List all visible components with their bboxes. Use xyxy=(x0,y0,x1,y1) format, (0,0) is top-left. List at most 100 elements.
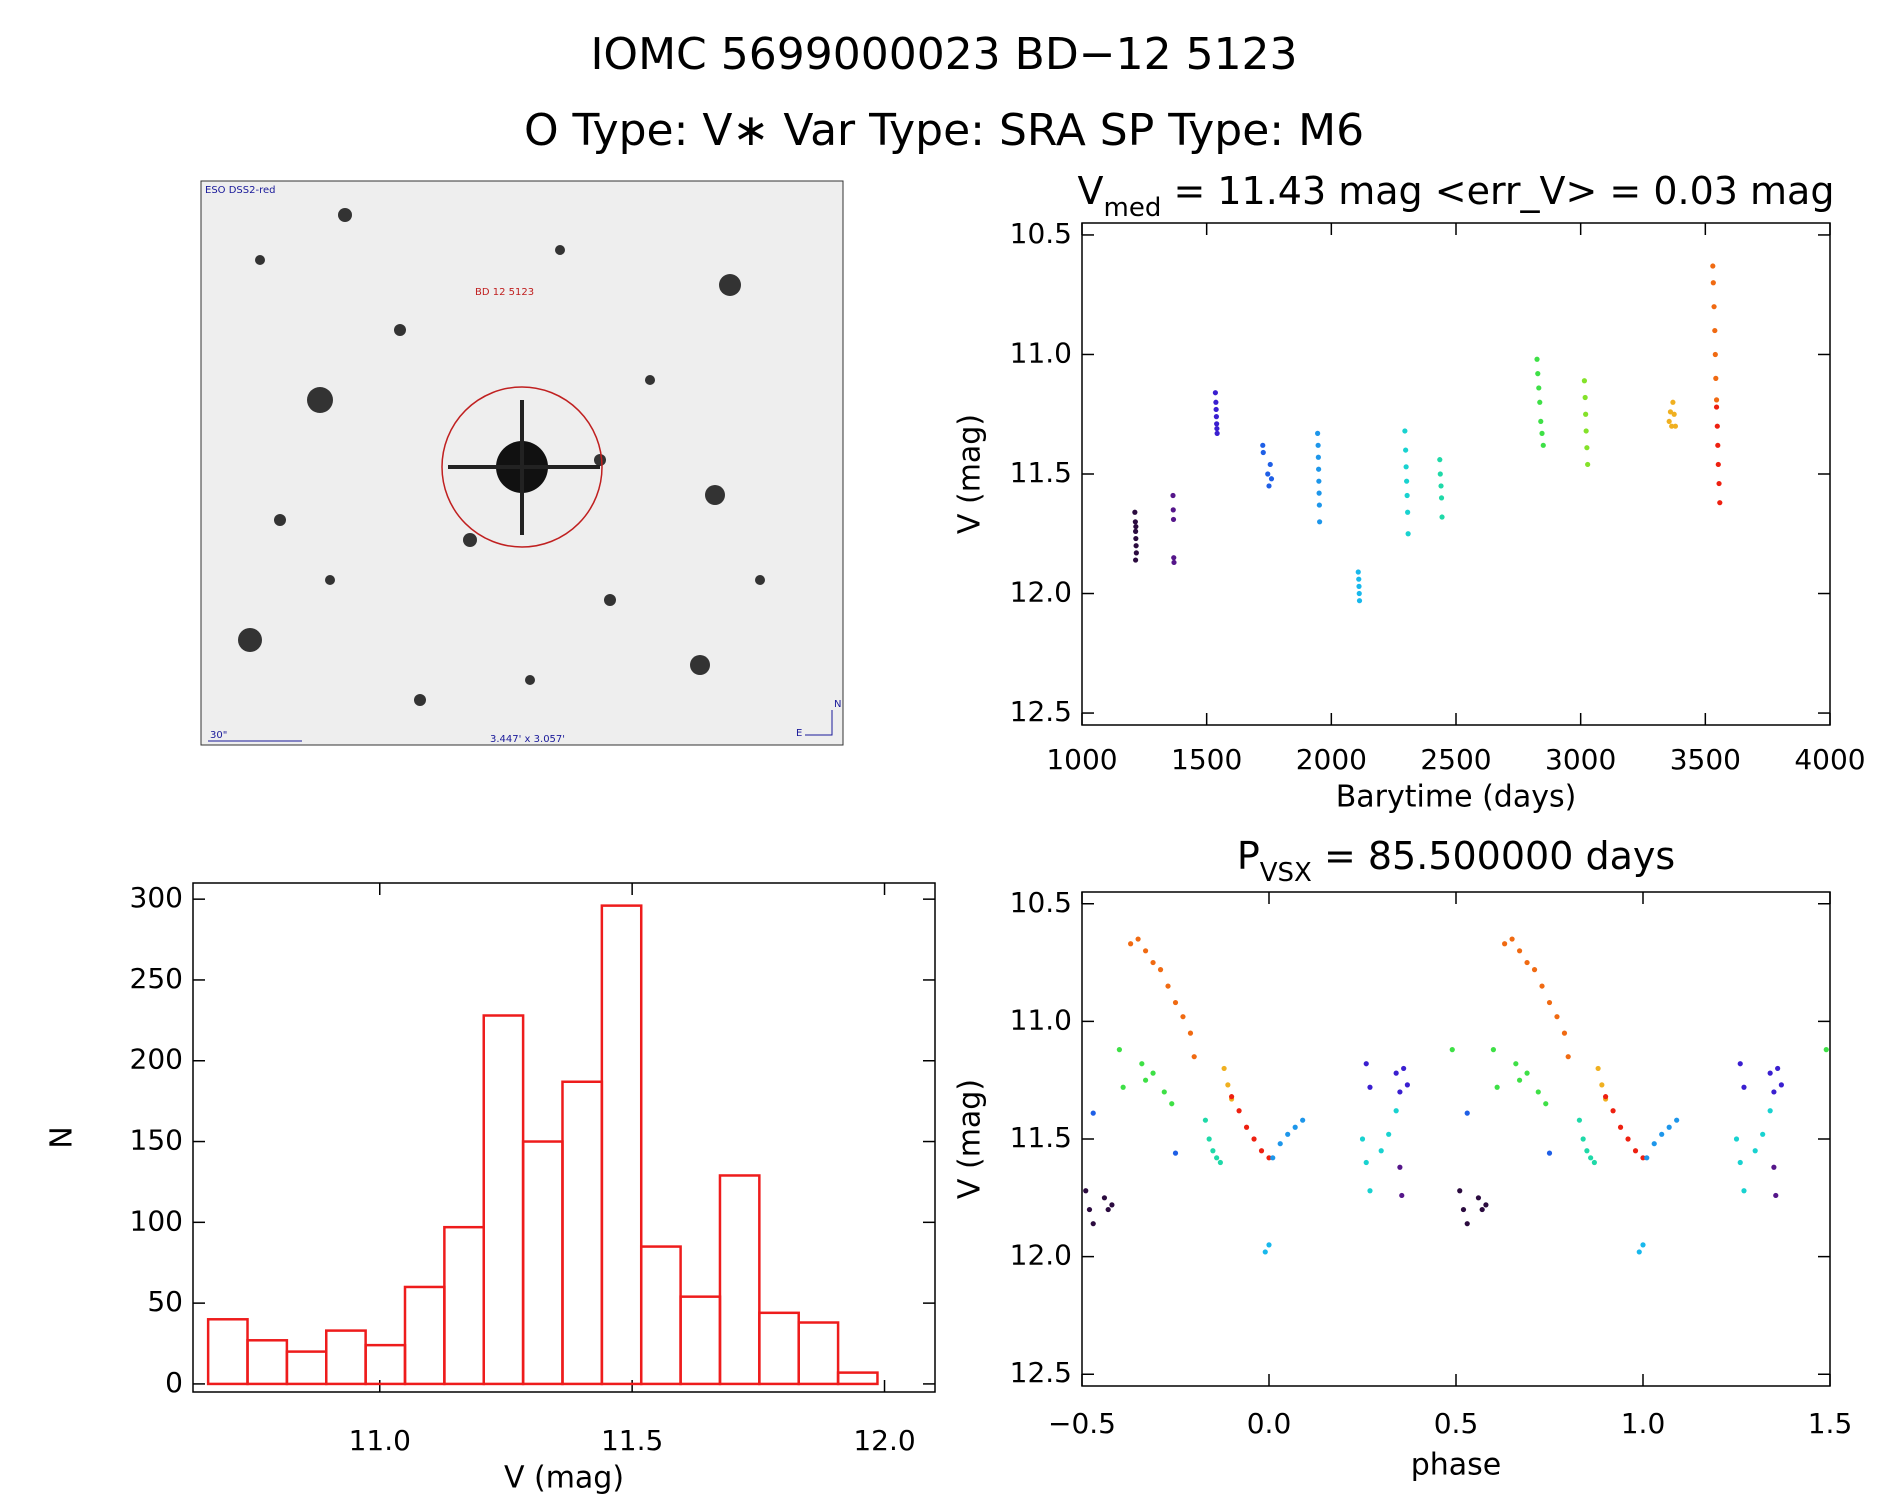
page-title: IOMC 5699000023 BD−12 5123 xyxy=(590,29,1297,80)
data-point xyxy=(1142,948,1149,954)
data-point xyxy=(1583,411,1589,417)
data-point xyxy=(1161,1089,1167,1095)
data-point xyxy=(1403,464,1409,470)
title-part: med xyxy=(1104,193,1162,223)
data-point xyxy=(1714,423,1720,429)
data-point xyxy=(1359,1136,1366,1142)
data-point xyxy=(1715,461,1721,468)
data-point xyxy=(1591,1159,1597,1166)
data-point xyxy=(1767,1070,1773,1076)
data-point xyxy=(1711,304,1717,310)
histogram-bar xyxy=(285,1350,328,1386)
data-point xyxy=(1438,483,1444,489)
title-part: P xyxy=(1237,834,1260,878)
chart-title: PVSX = 85.500000 days xyxy=(1237,834,1675,888)
data-point xyxy=(1401,1065,1407,1072)
data-point xyxy=(1546,999,1553,1006)
data-point xyxy=(1393,1070,1399,1076)
data-point xyxy=(1534,356,1540,362)
data-point xyxy=(1180,1014,1186,1020)
data-point xyxy=(1516,948,1523,954)
data-point xyxy=(1267,461,1273,468)
data-point xyxy=(1150,1070,1156,1076)
data-point xyxy=(1171,555,1177,561)
data-point xyxy=(1737,1061,1743,1067)
data-point xyxy=(1565,1054,1571,1060)
data-point xyxy=(1581,378,1588,384)
data-point xyxy=(1659,1131,1665,1137)
data-point xyxy=(1494,1084,1500,1090)
data-point xyxy=(1741,1188,1747,1194)
page-subtitle: O Type: V∗ Var Type: SRA SP Type: M6 xyxy=(524,105,1364,156)
title-part: = 11.43 mag <err_V> = 0.03 mag xyxy=(1161,169,1834,213)
data-point xyxy=(1524,959,1530,966)
sky-image: ESO DSS2-red BD 12 5123 30" 3.447' x 3.0… xyxy=(200,180,844,746)
data-point xyxy=(1502,941,1508,947)
histogram-bar xyxy=(325,1329,367,1386)
data-point xyxy=(1386,1131,1392,1137)
data-point xyxy=(1439,514,1445,520)
title-part: = 85.500000 days xyxy=(1312,834,1675,878)
data-point xyxy=(1584,445,1590,451)
data-point xyxy=(1437,457,1443,463)
y-tick-label: 0 xyxy=(165,1366,183,1399)
data-point xyxy=(1132,519,1138,525)
histogram-bar xyxy=(364,1343,407,1386)
data-point xyxy=(1260,449,1266,456)
title-part: V xyxy=(1078,169,1104,213)
chart-title: Vmed = 11.43 mag <err_V> = 0.03 mag xyxy=(1078,169,1835,223)
data-point xyxy=(1524,1070,1530,1076)
data-point xyxy=(1165,983,1171,989)
data-point xyxy=(1169,1101,1175,1107)
data-point xyxy=(1116,1047,1122,1053)
data-point xyxy=(1405,531,1411,537)
data-point xyxy=(1632,1148,1639,1154)
data-point xyxy=(1535,371,1541,377)
data-point xyxy=(1437,471,1443,477)
data-point xyxy=(1752,1148,1758,1154)
data-point xyxy=(1251,1136,1257,1142)
y-tick-label: 50 xyxy=(147,1285,183,1318)
data-point xyxy=(1243,1124,1250,1130)
data-point xyxy=(1580,1136,1586,1142)
y-tick-label: 12.0 xyxy=(1010,1239,1072,1272)
data-point xyxy=(1733,1136,1740,1142)
data-point xyxy=(1300,1117,1306,1123)
data-point xyxy=(1483,1202,1489,1208)
histogram-bar xyxy=(797,1321,840,1386)
data-point xyxy=(1217,1159,1223,1166)
data-point xyxy=(1479,1206,1485,1213)
y-tick-label: 12.5 xyxy=(1010,695,1072,728)
title-part: VSX xyxy=(1260,858,1312,888)
chart-scatter: PVSX = 85.500000 days phase V (mag) −0.5 0.0… xyxy=(953,834,1853,1483)
data-point xyxy=(1171,559,1177,566)
data-point xyxy=(1513,1061,1519,1067)
data-point xyxy=(1142,1077,1149,1083)
data-point xyxy=(1090,1110,1096,1116)
data-point xyxy=(1710,263,1716,269)
data-point xyxy=(1599,1082,1605,1088)
data-point xyxy=(1133,543,1139,549)
data-point xyxy=(1258,1148,1265,1154)
y-tick-label: 12.5 xyxy=(1010,1356,1072,1389)
data-point xyxy=(1363,1159,1369,1166)
y-tick-label: 10.5 xyxy=(1010,886,1072,919)
y-tick-label: 250 xyxy=(130,962,183,995)
x-tick-label: 2500 xyxy=(1420,743,1491,776)
histogram-bar xyxy=(403,1285,446,1386)
data-point xyxy=(1741,1084,1747,1090)
data-point xyxy=(1316,478,1322,484)
y-tick-label: 200 xyxy=(130,1043,183,1076)
image-scale: 30" xyxy=(210,730,227,741)
data-point xyxy=(1636,1249,1642,1255)
data-point xyxy=(1367,1084,1373,1090)
x-axis-label: Barytime (days) xyxy=(1336,780,1577,815)
data-point xyxy=(1266,1155,1272,1161)
data-point xyxy=(1585,461,1591,468)
data-point xyxy=(1260,442,1266,448)
data-point xyxy=(1674,1117,1680,1123)
histogram-bar xyxy=(639,1245,682,1386)
data-point xyxy=(1404,492,1410,499)
data-point xyxy=(1135,936,1141,942)
x-tick-label: 3500 xyxy=(1670,743,1741,776)
